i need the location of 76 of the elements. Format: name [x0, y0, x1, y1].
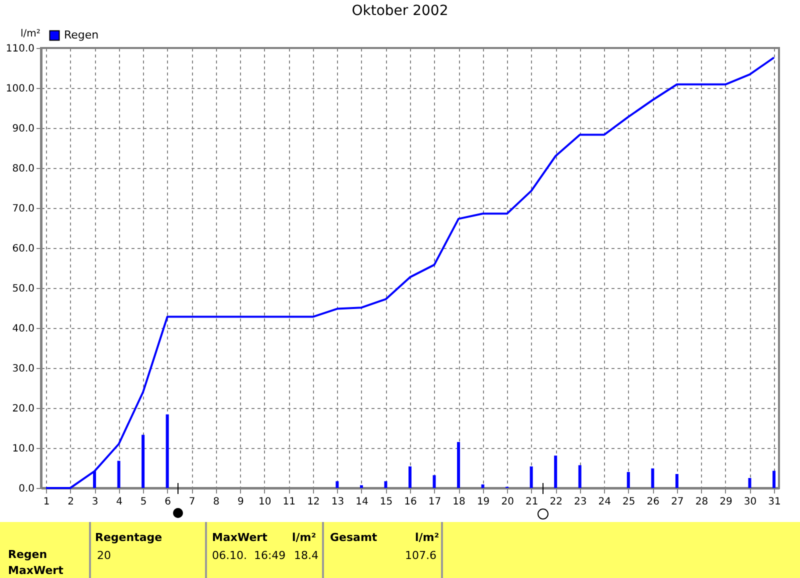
- y-tick-label: 100.0: [6, 84, 34, 94]
- y-tick-label: 60.0: [12, 244, 34, 254]
- x-tick-label: 8: [213, 496, 220, 508]
- bar: [481, 484, 484, 488]
- x-tick-label: 16: [404, 496, 417, 508]
- bar: [166, 414, 169, 488]
- text: 06.10. 16:49: [212, 549, 286, 562]
- x-tick-label: 22: [550, 496, 562, 508]
- x-tick-label: 6: [164, 496, 172, 508]
- text: MaxWert: [212, 531, 268, 544]
- y-tick-label: 50.0: [12, 284, 34, 294]
- y-tick-label: 40.0: [12, 324, 34, 334]
- text: Gesamt: [330, 531, 378, 544]
- x-tick-label: 5: [140, 496, 147, 508]
- bar: [772, 470, 776, 488]
- y-tick-label: 30.0: [12, 364, 34, 374]
- chart-title: Oktober 2002: [352, 3, 448, 19]
- x-tick-label: 19: [476, 496, 490, 508]
- bar: [651, 468, 654, 488]
- bar: [748, 478, 752, 488]
- y-tick-label: 110.0: [6, 44, 34, 54]
- text: l/m²: [292, 531, 316, 544]
- legend-label: Regen: [64, 28, 99, 42]
- bar: [554, 456, 558, 488]
- x-tick-label: 24: [598, 496, 611, 508]
- x-tick-label: 31: [768, 496, 781, 508]
- x-tick-label: 17: [428, 496, 442, 508]
- y-tick-label: 70.0: [12, 204, 34, 214]
- line-series: [45, 56, 775, 489]
- x-tick-label: 20: [501, 496, 514, 508]
- text: 20: [97, 549, 111, 562]
- text: MaxWert: [8, 564, 64, 577]
- y-tick-label: 80.0: [12, 164, 34, 174]
- x-tick-label: 7: [188, 496, 196, 508]
- x-tick-label: 11: [282, 496, 296, 508]
- text: Regen: [8, 548, 48, 561]
- bar: [384, 481, 388, 488]
- x-tick-label: 30: [744, 496, 757, 508]
- x-tick-label: 26: [646, 496, 660, 508]
- x-tick-label: 4: [116, 496, 122, 508]
- x-tick-label: 13: [331, 496, 344, 508]
- y-tick-label: 20.0: [12, 404, 34, 414]
- bar: [336, 481, 339, 488]
- x-tick-label: 1: [43, 496, 50, 508]
- x-tick-label: 12: [307, 496, 320, 508]
- text: 107.6: [405, 549, 436, 562]
- x-tick-label: 15: [380, 496, 393, 508]
- bar: [530, 466, 533, 488]
- bar: [626, 472, 630, 488]
- x-tick-label: 10: [258, 496, 272, 508]
- x-tick-label: 21: [525, 496, 538, 508]
- bar: [408, 466, 412, 488]
- bar: [578, 465, 582, 488]
- x-tick-label: 29: [720, 496, 732, 508]
- text: 18.4: [294, 549, 318, 562]
- x-tick-label: 3: [92, 496, 98, 508]
- bar: [117, 460, 120, 488]
- x-tick-label: 28: [695, 496, 708, 508]
- y-tick-label: 90.0: [12, 124, 34, 134]
- x-tick-label: 27: [671, 496, 684, 508]
- y-axis-title: l/m²: [20, 28, 40, 40]
- x-tick-label: 23: [574, 496, 587, 508]
- text: Regentage: [95, 531, 162, 544]
- bar: [142, 434, 145, 488]
- bar: [675, 474, 678, 488]
- x-tick-label: 9: [237, 496, 244, 508]
- bar: [432, 475, 436, 488]
- bar: [360, 485, 363, 488]
- y-tick-label: 0.0: [18, 484, 34, 494]
- x-tick-label: 14: [356, 496, 368, 508]
- x-tick-label: 2: [68, 496, 74, 508]
- y-tick-label: 10.0: [12, 444, 34, 454]
- x-tick-label: 25: [622, 496, 636, 508]
- text: l/m²: [415, 531, 440, 544]
- x-tick-label: 18: [452, 496, 466, 508]
- bar: [457, 442, 460, 488]
